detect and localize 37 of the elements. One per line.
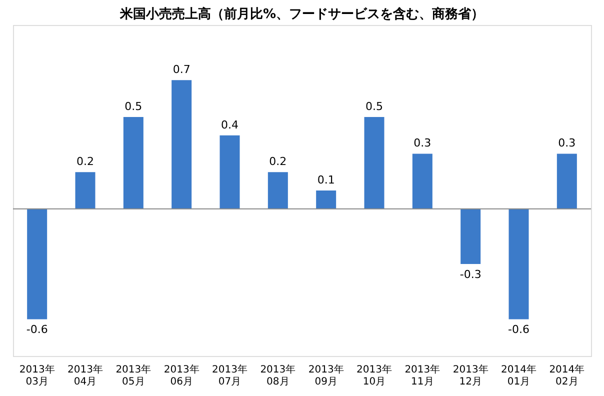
bar	[460, 208, 481, 264]
bar	[172, 80, 192, 209]
bar	[364, 116, 384, 209]
data-label: 0.3	[558, 136, 576, 150]
bar	[508, 208, 529, 320]
bar	[268, 172, 288, 209]
bar	[220, 135, 240, 209]
x-tick-label: 2013年 12月	[452, 364, 488, 388]
bar	[316, 190, 336, 209]
data-label: 0.4	[221, 118, 238, 132]
bar	[123, 116, 144, 209]
data-label: 0.5	[366, 100, 383, 113]
data-label: 0.2	[269, 155, 287, 168]
data-label: 0.1	[317, 174, 335, 186]
x-tick-label: 2013年 06月	[164, 364, 200, 388]
data-label: -0.3	[460, 268, 482, 282]
bar	[412, 154, 432, 209]
data-label: -0.6	[508, 323, 530, 336]
data-label: 0.2	[76, 155, 94, 168]
x-tick-label: 2013年 07月	[212, 364, 248, 388]
bar	[27, 208, 48, 320]
data-label: 0.5	[124, 100, 142, 113]
x-tick-label: 2013年 09月	[308, 364, 344, 388]
x-tick-label: 2013年 10月	[356, 364, 392, 388]
x-tick-label: 2013年 11月	[404, 364, 440, 388]
x-tick-label: 2013年 05月	[116, 364, 152, 388]
data-label: 0.3	[414, 136, 432, 150]
x-tick-label: 2013年 04月	[68, 364, 103, 388]
x-tick-label: 2013年 03月	[19, 364, 55, 388]
bar	[75, 172, 96, 209]
data-label: -0.6	[26, 323, 48, 336]
x-tick-label: 2014年 02月	[549, 364, 585, 388]
data-label: 0.7	[172, 63, 190, 76]
x-tick-label: 2013年 08月	[260, 364, 296, 388]
chart-title: 米国小売売上高（前月比%、フードサービスを含む、商務省）	[118, 6, 484, 22]
x-tick-label: 2014年 01月	[501, 364, 536, 388]
bar	[556, 154, 577, 209]
